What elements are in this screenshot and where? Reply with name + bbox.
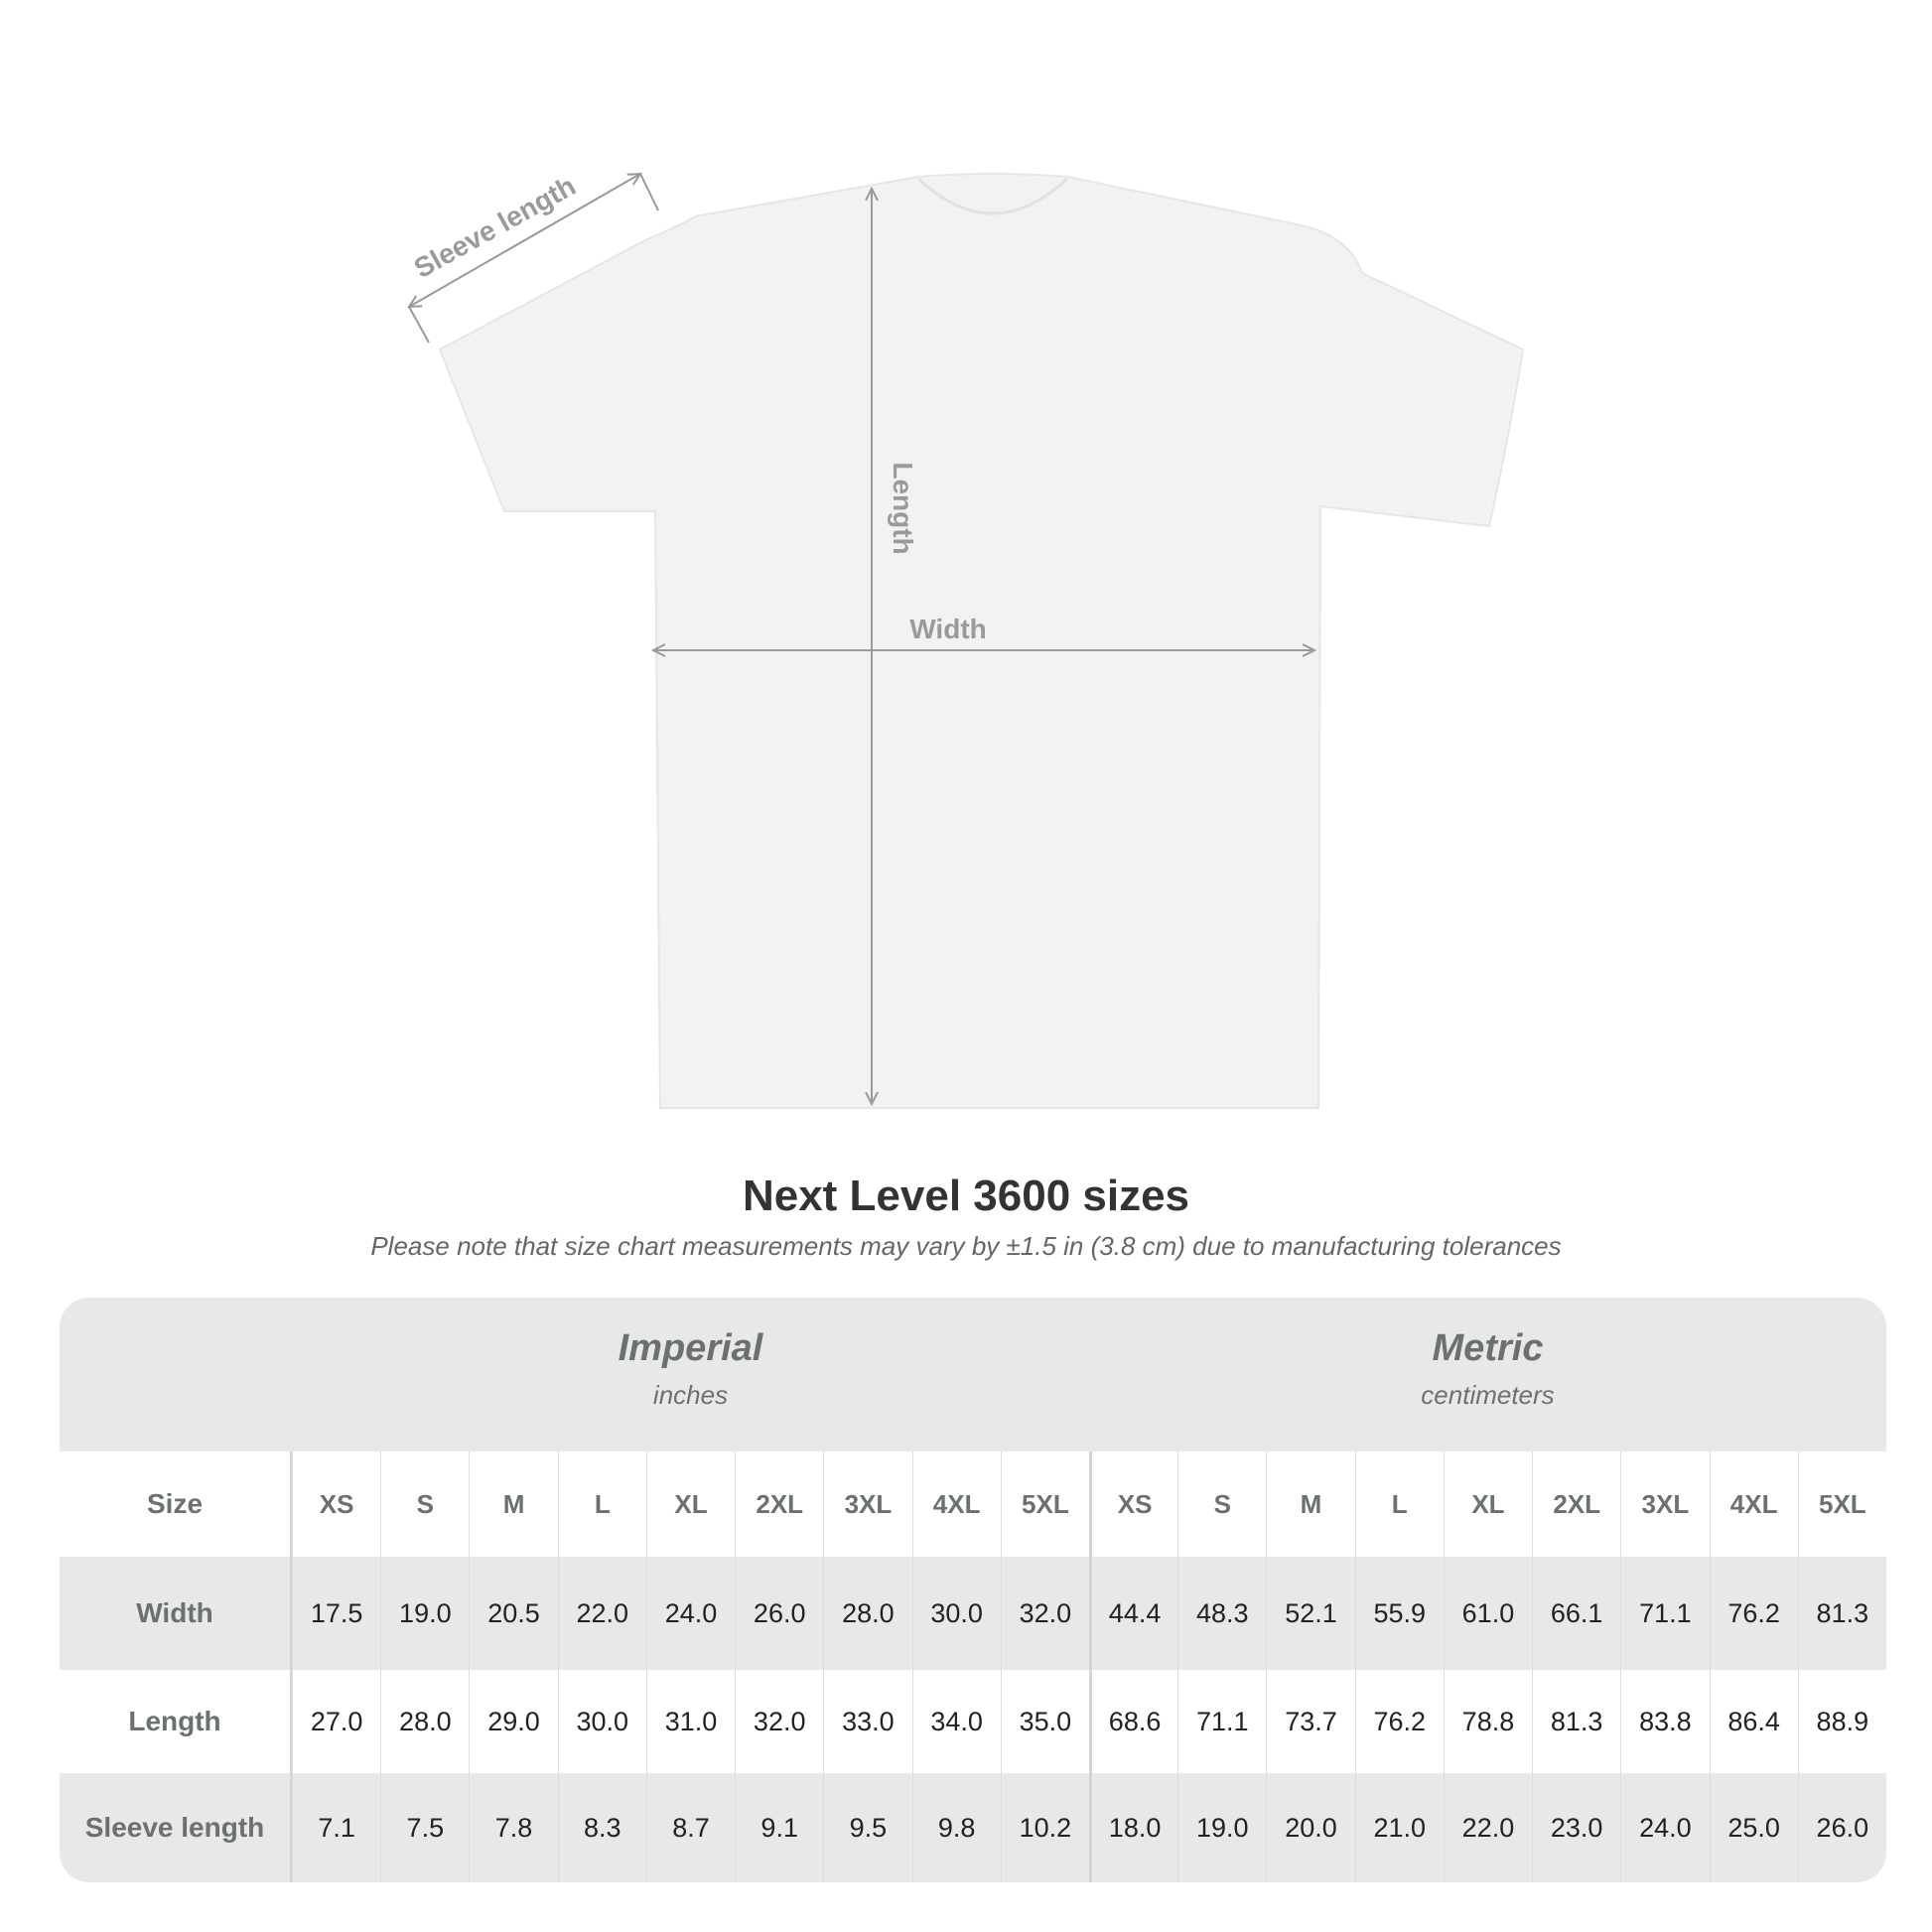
value-cell: 73.7	[1266, 1670, 1354, 1773]
value-cell: 7.8	[469, 1773, 557, 1882]
value-cell: 61.0	[1443, 1557, 1532, 1670]
value-cell: 81.3	[1532, 1670, 1620, 1773]
metric-unit: centimeters	[1421, 1380, 1555, 1410]
size-cell: L	[1354, 1451, 1444, 1557]
value-cell: 7.1	[292, 1773, 380, 1882]
value-cell: 86.4	[1709, 1670, 1798, 1773]
sleeve-length-label: Sleeve length	[409, 170, 581, 284]
value-cell: 66.1	[1532, 1557, 1620, 1670]
row-label: Width	[60, 1557, 292, 1670]
tshirt-diagram: Length Width Sleeve length	[0, 170, 1525, 1109]
value-cell: 26.0	[735, 1557, 823, 1670]
imperial-label: Imperial	[618, 1327, 763, 1369]
value-cell: 19.0	[380, 1557, 469, 1670]
value-cell: 71.1	[1177, 1670, 1266, 1773]
value-cell: 9.1	[735, 1773, 823, 1882]
value-cell: 44.4	[1088, 1557, 1177, 1670]
value-cell: 27.0	[292, 1670, 380, 1773]
value-cell: 29.0	[469, 1670, 557, 1773]
value-cell: 18.0	[1088, 1773, 1177, 1882]
imperial-header: Imperial inches	[292, 1298, 1089, 1451]
value-cell: 33.0	[823, 1670, 911, 1773]
size-cell: 3XL	[1620, 1451, 1709, 1557]
size-cell: XL	[645, 1451, 735, 1557]
value-cell: 23.0	[1532, 1773, 1620, 1882]
value-cell: 76.2	[1354, 1670, 1444, 1773]
sleeve-arrow	[409, 174, 640, 307]
value-cell: 34.0	[911, 1670, 1001, 1773]
metric-header: Metric centimeters	[1089, 1298, 1886, 1451]
size-cell: 5XL	[1797, 1451, 1886, 1557]
size-cell: L	[557, 1451, 646, 1557]
value-cell: 20.0	[1266, 1773, 1354, 1882]
value-cell: 28.0	[380, 1670, 469, 1773]
value-cell: 24.0	[645, 1557, 735, 1670]
value-cell: 8.3	[557, 1773, 646, 1882]
size-cell: 2XL	[735, 1451, 823, 1557]
value-cell: 32.0	[1000, 1557, 1089, 1670]
size-table: Imperial inches Metric centimeters Size X…	[60, 1298, 1886, 1882]
value-cell: 83.8	[1620, 1670, 1709, 1773]
value-cell: 24.0	[1620, 1773, 1709, 1882]
size-cell: S	[380, 1451, 469, 1557]
size-cell: 2XL	[1532, 1451, 1620, 1557]
value-cell: 71.1	[1620, 1557, 1709, 1670]
tshirt-shape	[438, 173, 1525, 1109]
length-label: Length	[888, 462, 918, 554]
table-row: Length 27.0 28.0 29.0 30.0 31.0 32.0 33.0 34.0 35…	[60, 1670, 1886, 1773]
value-cell: 7.5	[380, 1773, 469, 1882]
value-cell: 78.8	[1443, 1670, 1532, 1773]
value-cell: 26.0	[1797, 1773, 1886, 1882]
tolerance-note: Please note that size chart measurements…	[370, 1231, 1562, 1261]
value-cell: 25.0	[1709, 1773, 1798, 1882]
metric-label: Metric	[1432, 1327, 1544, 1369]
row-label: Size	[60, 1451, 292, 1557]
collar	[916, 177, 1069, 215]
value-cell: 81.3	[1797, 1557, 1886, 1670]
value-cell: 30.0	[557, 1670, 646, 1773]
value-cell: 30.0	[911, 1557, 1001, 1670]
value-cell: 19.0	[1177, 1773, 1266, 1882]
value-cell: 88.9	[1797, 1670, 1886, 1773]
size-cell: 5XL	[1000, 1451, 1089, 1557]
value-cell: 48.3	[1177, 1557, 1266, 1670]
value-cell: 9.5	[823, 1773, 911, 1882]
value-cell: 22.0	[1443, 1773, 1532, 1882]
value-cell: 22.0	[557, 1557, 646, 1670]
value-cell: 21.0	[1354, 1773, 1444, 1882]
value-cell: 55.9	[1354, 1557, 1444, 1670]
value-cell: 28.0	[823, 1557, 911, 1670]
imperial-unit: inches	[652, 1380, 729, 1410]
size-header-row: Size XS S M L XL 2XL 3XL 4XL 5XL XS S M L XL 2XL 3XL 4XL 5…	[60, 1451, 1886, 1557]
size-cell: XS	[1088, 1451, 1177, 1557]
value-cell: 76.2	[1709, 1557, 1798, 1670]
value-cell: 20.5	[469, 1557, 557, 1670]
size-cell: 4XL	[911, 1451, 1001, 1557]
size-cell: 3XL	[823, 1451, 911, 1557]
value-cell: 9.8	[911, 1773, 1001, 1882]
value-cell: 32.0	[735, 1670, 823, 1773]
table-row: Sleeve length 7.1 7.5 7.8 8.3 8.7 9.1 9.5 9.8 10.…	[60, 1773, 1886, 1882]
size-cell: 4XL	[1709, 1451, 1798, 1557]
value-cell: 35.0	[1000, 1670, 1089, 1773]
value-cell: 17.5	[292, 1557, 380, 1670]
value-cell: 68.6	[1088, 1670, 1177, 1773]
row-label: Length	[60, 1670, 292, 1773]
value-cell: 8.7	[645, 1773, 735, 1882]
size-cell: M	[469, 1451, 557, 1557]
size-cell: XL	[1443, 1451, 1532, 1557]
value-cell: 52.1	[1266, 1557, 1354, 1670]
width-label: Width	[909, 614, 987, 644]
size-cell: M	[1266, 1451, 1354, 1557]
size-cell: S	[1177, 1451, 1266, 1557]
value-cell: 10.2	[1000, 1773, 1089, 1882]
page-title: Next Level 3600 sizes	[742, 1172, 1190, 1220]
size-cell: XS	[292, 1451, 380, 1557]
table-row: Width 17.5 19.0 20.5 22.0 24.0 26.0 28.0 30.0 32.…	[60, 1557, 1886, 1670]
value-cell: 31.0	[645, 1670, 735, 1773]
row-label: Sleeve length	[60, 1773, 292, 1882]
